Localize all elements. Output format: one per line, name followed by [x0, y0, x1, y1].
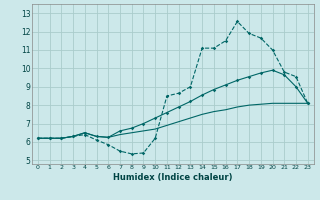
X-axis label: Humidex (Indice chaleur): Humidex (Indice chaleur): [113, 173, 233, 182]
